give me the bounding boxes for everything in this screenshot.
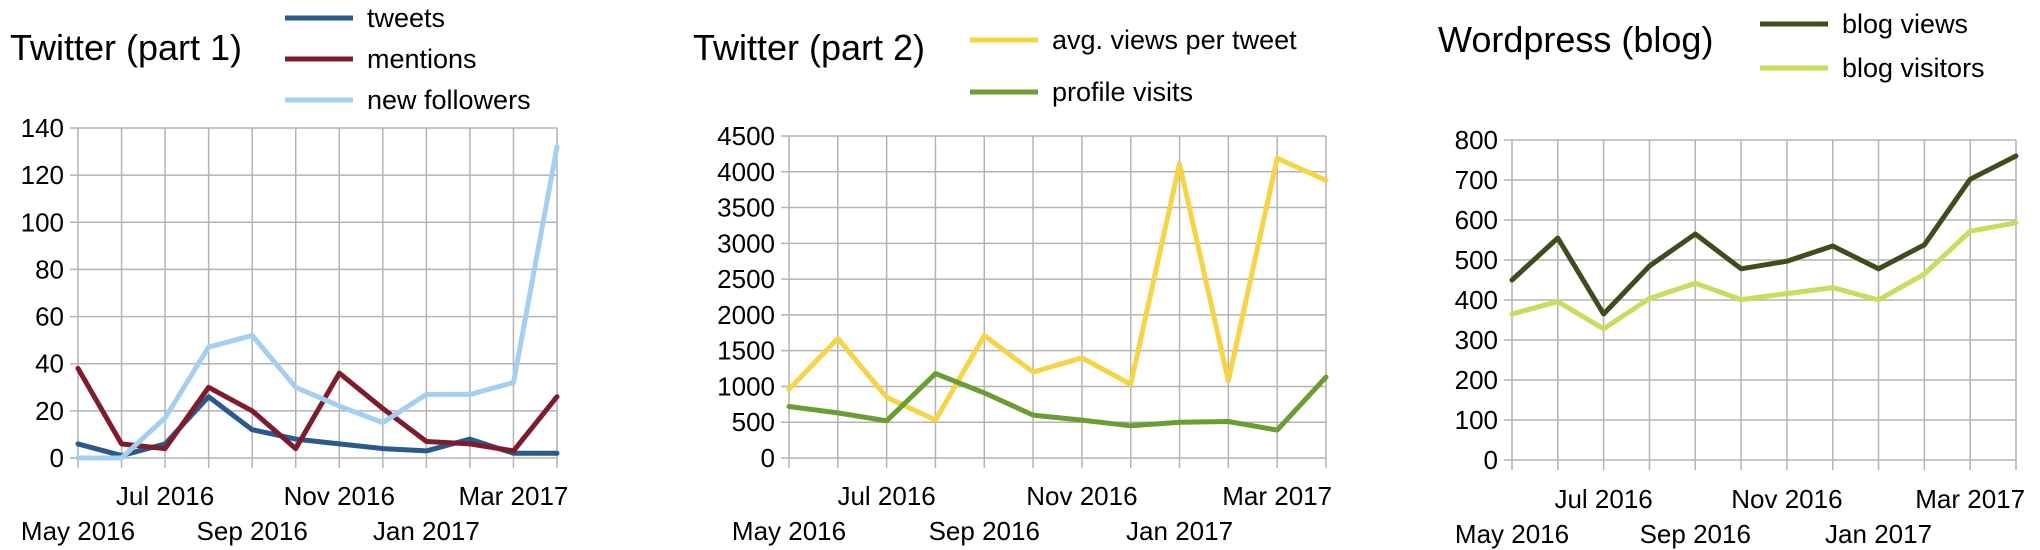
x-tick-label: Sep 2016 <box>197 516 308 546</box>
y-tick-label: 100 <box>1455 405 1498 435</box>
y-tick-label: 0 <box>761 443 775 473</box>
y-tick-label: 500 <box>732 407 775 437</box>
x-tick-label: Mar 2017 <box>1915 484 2025 514</box>
y-tick-label: 2500 <box>717 264 775 294</box>
y-tick-label: 20 <box>35 396 64 426</box>
y-tick-label: 2000 <box>717 300 775 330</box>
legend-label: avg. views per tweet <box>1052 25 1297 55</box>
y-tick-label: 300 <box>1455 325 1498 355</box>
x-tick-label: Sep 2016 <box>1640 519 1751 549</box>
y-tick-label: 1500 <box>717 336 775 366</box>
series-line-blog-views <box>1509 153 2019 317</box>
y-tick-label: 1000 <box>717 371 775 401</box>
x-tick-label: Nov 2016 <box>1026 481 1137 511</box>
x-tick-label: Jul 2016 <box>116 481 214 511</box>
legend-label: tweets <box>367 3 445 33</box>
series-line-avg-views-per-tweet <box>786 155 1329 423</box>
y-tick-label: 600 <box>1455 205 1498 235</box>
y-tick-label: 4500 <box>717 121 775 151</box>
y-tick-label: 0 <box>1484 445 1498 475</box>
y-tick-label: 120 <box>21 160 64 190</box>
y-tick-label: 3500 <box>717 193 775 223</box>
x-tick-label: Jan 2017 <box>1126 516 1233 546</box>
y-tick-label: 3000 <box>717 228 775 258</box>
series-line-blog-visitors <box>1509 220 2019 332</box>
y-tick-label: 400 <box>1455 285 1498 315</box>
x-tick-label: Jul 2016 <box>1554 484 1652 514</box>
x-tick-label: Nov 2016 <box>284 481 395 511</box>
chart-3: Wordpress (blog) 0 100 200 300 400 500 600 700 80… <box>1438 9 2025 549</box>
y-tick-label: 4000 <box>717 157 775 187</box>
x-tick-label: May 2016 <box>732 516 846 546</box>
legend-label: new followers <box>367 85 531 115</box>
x-tick-label: Jul 2016 <box>837 481 935 511</box>
y-tick-label: 100 <box>21 207 64 237</box>
series-line-mentions <box>75 365 560 454</box>
y-tick-label: 500 <box>1455 245 1498 275</box>
y-tick-label: 800 <box>1455 125 1498 155</box>
x-tick-label: Sep 2016 <box>929 516 1040 546</box>
legend-label: blog visitors <box>1842 53 1985 83</box>
x-tick-label: May 2016 <box>1455 519 1569 549</box>
y-tick-label: 60 <box>35 302 64 332</box>
x-tick-label: Mar 2017 <box>459 481 569 511</box>
legend-label: blog views <box>1842 9 1968 39</box>
series-line-profile-visits <box>786 371 1329 433</box>
legend-label: profile visits <box>1052 77 1193 107</box>
y-tick-label: 40 <box>35 349 64 379</box>
chart-title: Twitter (part 2) <box>693 27 925 68</box>
x-tick-label: Nov 2016 <box>1731 484 1842 514</box>
x-tick-label: Mar 2017 <box>1222 481 1332 511</box>
x-tick-label: Jan 2017 <box>373 516 480 546</box>
y-tick-label: 700 <box>1455 165 1498 195</box>
chart-title: Twitter (part 1) <box>10 27 242 68</box>
y-tick-label: 0 <box>50 443 64 473</box>
chart-1: Twitter (part 1) 0 20 40 60 80 100 120 140 May 20… <box>10 3 568 546</box>
x-tick-label: Jan 2017 <box>1825 519 1932 549</box>
chart-title: Wordpress (blog) <box>1438 19 1713 60</box>
series-line-new-followers <box>75 144 560 461</box>
x-tick-label: May 2016 <box>21 516 135 546</box>
y-tick-label: 140 <box>21 113 64 143</box>
chart-2: Twitter (part 2) 0 500 1000 1500 2000 2500 3000… <box>693 25 1332 546</box>
legend-label: mentions <box>367 44 477 74</box>
y-tick-label: 200 <box>1455 365 1498 395</box>
y-tick-label: 80 <box>35 254 64 284</box>
